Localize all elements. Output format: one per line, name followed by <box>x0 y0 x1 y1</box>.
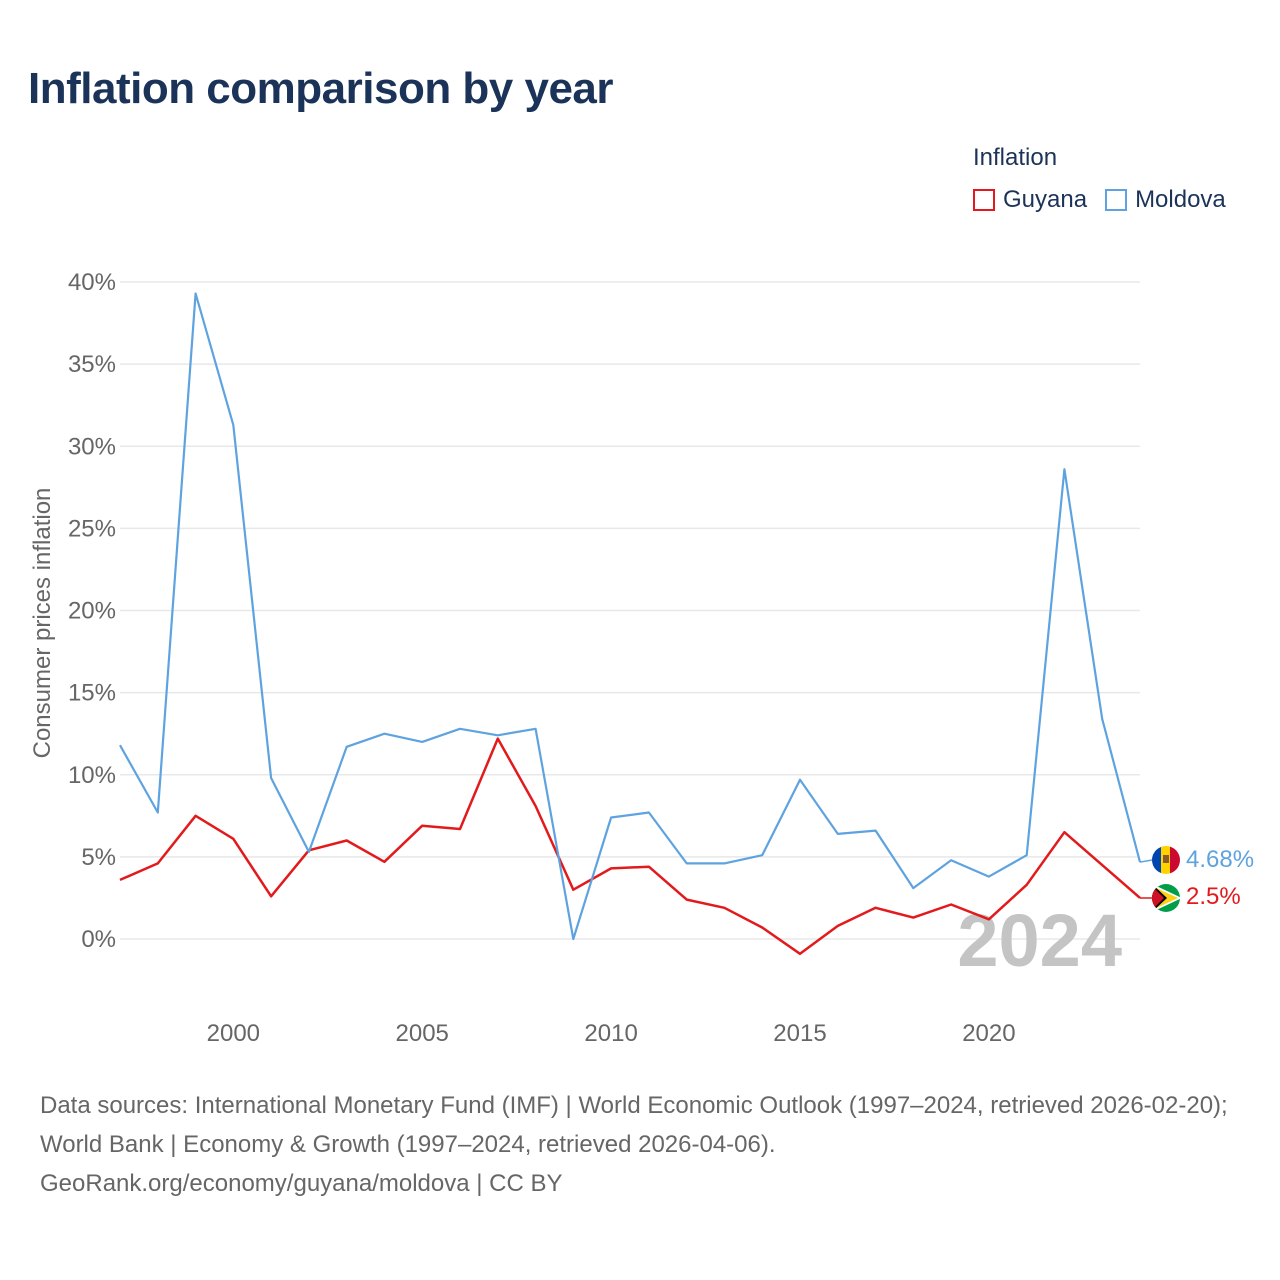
attribution: GeoRank.org/economy/guyana/moldova | CC … <box>40 1170 563 1197</box>
series-lines <box>119 292 1153 956</box>
legend-item-guyana[interactable]: Guyana <box>973 186 1087 214</box>
y-tick-label: 5% <box>81 844 116 871</box>
moldova-flag-icon <box>1152 846 1180 874</box>
series-line-moldova[interactable] <box>119 292 1142 941</box>
year-watermark: 2024 <box>957 899 1122 982</box>
y-axis-ticks: 0% 5% 10% 15% 20% 25% 30% 35% 40% <box>68 269 116 953</box>
end-connector-moldova <box>1139 859 1153 863</box>
legend-swatch-guyana <box>973 189 995 211</box>
x-tick-label: 2005 <box>396 1020 449 1047</box>
y-tick-label: 40% <box>68 269 116 296</box>
x-tick-label: 2020 <box>962 1020 1015 1047</box>
data-sources: Data sources: International Monetary Fun… <box>40 1092 1228 1158</box>
y-tick-label: 25% <box>68 515 116 542</box>
legend: Guyana Moldova <box>973 186 1244 214</box>
legend-label-guyana: Guyana <box>1003 186 1088 213</box>
guyana-flag-icon <box>1152 884 1180 912</box>
legend-title: Inflation <box>973 144 1058 171</box>
series-line-guyana[interactable] <box>119 737 1141 956</box>
x-tick-label: 2000 <box>207 1020 260 1047</box>
y-tick-label: 20% <box>68 598 116 625</box>
legend-label-moldova: Moldova <box>1135 186 1226 213</box>
x-tick-label: 2010 <box>584 1020 637 1047</box>
legend-swatch-moldova <box>1105 189 1128 211</box>
y-tick-label: 35% <box>68 351 116 378</box>
y-axis-label: Consumer prices inflation <box>29 488 56 759</box>
x-axis-ticks: 2000 2005 2010 2015 2020 <box>207 1020 1016 1047</box>
y-tick-label: 30% <box>68 433 116 460</box>
x-tick-label: 2015 <box>773 1020 826 1047</box>
legend-item-moldova[interactable]: Moldova <box>1105 186 1226 214</box>
chart-title: Inflation comparison by year <box>28 64 614 113</box>
footer: Data sources: International Monetary Fun… <box>40 1086 1250 1203</box>
y-tick-label: 15% <box>68 680 116 707</box>
guyana-end-label: 2.5% <box>1186 883 1241 910</box>
gridlines <box>120 281 1140 940</box>
moldova-end-label: 4.68% <box>1186 846 1254 873</box>
y-tick-label: 10% <box>68 762 116 789</box>
y-tick-label: 0% <box>81 926 116 953</box>
